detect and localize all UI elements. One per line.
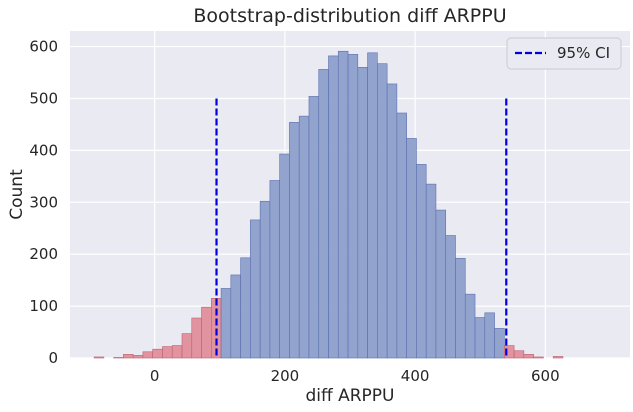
bar-inside-ci <box>289 122 300 359</box>
x-tick-label: 0 <box>150 367 160 385</box>
bar-inside-ci <box>230 274 241 359</box>
bar-inside-ci <box>386 83 398 359</box>
bar-inside-ci <box>367 52 378 359</box>
x-tick-label: 600 <box>531 367 560 385</box>
bar-inside-ci <box>279 153 290 359</box>
bar-outside-ci <box>162 346 173 359</box>
bar-outside-ci <box>552 356 564 359</box>
y-axis-label: Count <box>7 169 27 220</box>
bar-outside-ci <box>142 351 153 359</box>
bar-inside-ci <box>318 69 329 359</box>
bar-inside-ci <box>220 288 232 359</box>
bar-inside-ci <box>240 257 251 359</box>
bar-outside-ci <box>123 354 134 359</box>
bar-outside-ci <box>201 306 212 359</box>
bar-inside-ci <box>425 183 437 359</box>
bar-inside-ci <box>308 96 320 359</box>
bar-outside-ci <box>523 354 534 359</box>
y-tick-label: 0 <box>48 349 58 367</box>
bar-outside-ci <box>113 357 124 359</box>
bar-outside-ci <box>181 333 193 359</box>
bar-outside-ci <box>533 356 544 359</box>
bar-inside-ci <box>474 317 486 359</box>
bar-inside-ci <box>464 293 476 359</box>
bar-inside-ci <box>396 112 407 359</box>
bar-inside-ci <box>406 138 417 359</box>
bar-inside-ci <box>269 180 280 359</box>
bar-inside-ci <box>298 115 310 359</box>
legend-box <box>506 37 622 70</box>
x-tick-label: 200 <box>271 367 300 385</box>
bar-inside-ci <box>435 209 447 359</box>
legend-ci-label: 95% CI <box>557 44 610 62</box>
bar-inside-ci <box>357 67 368 359</box>
bar-outside-ci <box>152 348 163 359</box>
bar-inside-ci <box>328 55 339 359</box>
bar-inside-ci <box>347 54 359 359</box>
bar-inside-ci <box>455 258 466 359</box>
bar-inside-ci <box>494 328 505 359</box>
x-axis-label: diff ARPPU <box>305 386 394 406</box>
histogram-bars <box>93 50 564 359</box>
bar-inside-ci <box>259 200 271 359</box>
bar-outside-ci <box>191 317 202 359</box>
y-tick-label: 500 <box>29 89 58 107</box>
bar-outside-ci <box>171 345 183 359</box>
y-tick-label: 300 <box>29 193 58 211</box>
y-tick-labels: 0 100 200 300 400 500 600 <box>29 38 58 367</box>
bar-inside-ci <box>337 50 349 359</box>
chart-title: Bootstrap-distribution diff ARPPU <box>193 5 506 27</box>
bar-outside-ci <box>513 350 525 359</box>
ci-lines <box>215 98 508 358</box>
y-tick-label: 400 <box>29 141 58 159</box>
y-tick-label: 100 <box>29 297 58 315</box>
bar-inside-ci <box>445 235 456 359</box>
bar-inside-ci <box>250 219 261 359</box>
bar-outside-ci <box>93 356 105 359</box>
bar-inside-ci <box>377 63 388 359</box>
x-tick-labels: 0 200 400 600 <box>150 367 560 385</box>
legend: 95% CI <box>506 37 622 70</box>
bar-inside-ci <box>416 164 427 359</box>
x-tick-label: 400 <box>401 367 430 385</box>
y-tick-label: 600 <box>29 38 58 56</box>
bar-outside-ci <box>132 355 144 359</box>
y-tick-label: 200 <box>29 245 58 263</box>
bar-inside-ci <box>484 312 495 359</box>
